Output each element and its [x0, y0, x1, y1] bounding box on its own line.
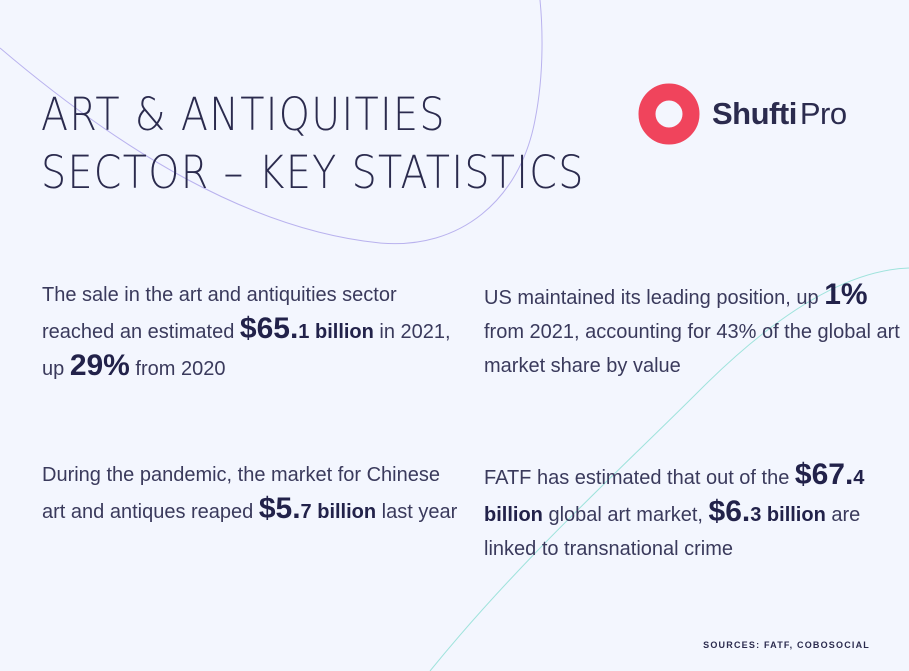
page-title: ART & ANTIQUITIES SECTOR – KEY STATISTIC…	[41, 86, 585, 202]
stat-value: $5.	[258, 492, 301, 525]
title-line-2: SECTOR – KEY STATISTICS	[41, 146, 585, 199]
stat-value: $67.	[794, 458, 854, 491]
stat-text: last year	[376, 501, 458, 523]
stat-sales: The sale in the art and antiquities sect…	[42, 278, 462, 386]
stat-text: from 2021, accounting for 43% of the glo…	[484, 321, 900, 377]
stat-value: $65.	[239, 312, 299, 345]
stat-percent: 29%	[69, 349, 130, 382]
brand-logo: ShuftiPro	[638, 82, 847, 146]
stat-text: from 2020	[129, 358, 226, 380]
stat-percent: 1%	[824, 278, 868, 311]
stat-text: During the pandemic, the market for Chin…	[42, 464, 440, 523]
sources-note: SOURCES: FATF, COBOSOCIAL	[703, 640, 870, 650]
stat-text: FATF has estimated that out of the	[484, 467, 795, 489]
brand-name-bold: Shufti	[712, 96, 797, 131]
stat-value-decimal: 3 billion	[750, 504, 826, 526]
stat-text: US maintained its leading position, up	[484, 287, 825, 309]
brand-name: ShuftiPro	[712, 96, 847, 132]
stat-value: $6.	[708, 495, 751, 528]
stat-us-position: US maintained its leading position, up 1…	[484, 278, 904, 383]
stat-fatf-estimate: FATF has estimated that out of the $67.4…	[484, 458, 904, 566]
stat-value-decimal: 7 billion	[300, 501, 377, 523]
stat-value-unit: billion	[314, 321, 374, 343]
stat-value-decimal: 1	[298, 321, 310, 343]
shufti-pro-logo-icon	[638, 83, 700, 145]
stat-value-decimal: 4 billion	[484, 467, 865, 526]
stat-text: in 2021, up	[42, 321, 451, 380]
stat-text: The sale in the art and antiquities sect…	[42, 284, 397, 343]
stat-text: global art market,	[542, 504, 709, 526]
brand-name-light: Pro	[799, 96, 847, 131]
title-line-1: ART & ANTIQUITIES	[41, 88, 446, 141]
stat-chinese-market: During the pandemic, the market for Chin…	[42, 458, 462, 529]
stat-text: are linked to transnational crime	[484, 504, 861, 560]
